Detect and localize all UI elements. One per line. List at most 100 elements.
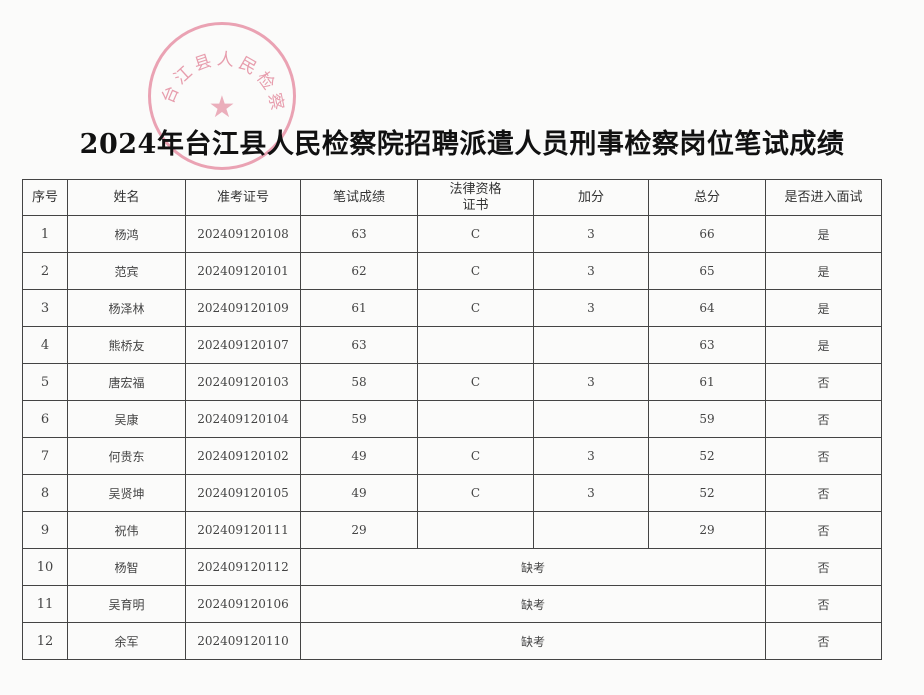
cell-no: 11 <box>22 585 68 623</box>
cell-id: 202409120103 <box>185 363 301 401</box>
svg-text:★: ★ <box>209 90 236 125</box>
cell-score: 29 <box>300 511 418 549</box>
table-row: 5 唐宏福 202409120103 58 C 3 61 否 <box>22 363 882 401</box>
cell-status: 缺考 <box>300 548 766 586</box>
cell-total: 52 <box>648 474 766 512</box>
cell-status: 缺考 <box>300 622 766 660</box>
cell-id: 202409120107 <box>185 326 301 364</box>
table-row: 1 杨鸿 202409120108 63 C 3 66 是 <box>22 215 882 253</box>
cell-name: 何贵东 <box>67 437 186 475</box>
cell-id: 202409120109 <box>185 289 301 327</box>
cell-score: 62 <box>300 252 418 290</box>
cell-id: 202409120102 <box>185 437 301 475</box>
cell-cert <box>417 400 534 438</box>
table-row-absent: 12 余军 202409120110 缺考否 <box>22 622 882 660</box>
cell-name: 范宾 <box>67 252 186 290</box>
cell-no: 6 <box>22 400 68 438</box>
cell-interview: 是 <box>765 289 882 327</box>
cell-score: 49 <box>300 474 418 512</box>
cell-name: 熊桥友 <box>67 326 186 364</box>
cell-id: 202409120108 <box>185 215 301 253</box>
cell-total: 61 <box>648 363 766 401</box>
cell-no: 1 <box>22 215 68 253</box>
cell-interview: 是 <box>765 252 882 290</box>
cell-no: 2 <box>22 252 68 290</box>
cell-id: 202409120110 <box>185 622 301 660</box>
cell-no: 4 <box>22 326 68 364</box>
cell-id: 202409120105 <box>185 474 301 512</box>
cell-score: 59 <box>300 400 418 438</box>
cell-total: 66 <box>648 215 766 253</box>
cell-cert <box>417 511 534 549</box>
column-header-interview: 是否进入面试 <box>765 179 882 216</box>
cell-total: 59 <box>648 400 766 438</box>
cell-total: 64 <box>648 289 766 327</box>
cell-interview: 否 <box>765 437 882 475</box>
cell-id: 202409120101 <box>185 252 301 290</box>
cell-cert: C <box>417 437 534 475</box>
cell-no: 8 <box>22 474 68 512</box>
cell-bonus: 3 <box>533 289 649 327</box>
page-title: 2024年台江县人民检察院招聘派遣人员刑事检察岗位笔试成绩 <box>79 129 845 160</box>
cell-name: 吴育明 <box>67 585 186 623</box>
cell-interview: 否 <box>765 400 882 438</box>
column-header-bonus: 加分 <box>533 179 649 216</box>
cell-no: 3 <box>22 289 68 327</box>
cell-cert: C <box>417 289 534 327</box>
cell-id: 202409120112 <box>185 548 301 586</box>
cell-bonus: 3 <box>533 252 649 290</box>
cell-cert <box>417 326 534 364</box>
table-row: 8 吴贤坤 202409120105 49 C 3 52 否 <box>22 474 882 512</box>
cell-bonus: 3 <box>533 474 649 512</box>
cell-name: 祝伟 <box>67 511 186 549</box>
table-row: 9 祝伟 202409120111 29 29 否 <box>22 511 882 549</box>
cell-id: 202409120106 <box>185 585 301 623</box>
cell-bonus <box>533 511 649 549</box>
header-row: 序号 姓名 准考证号 笔试成绩 法律资格证书 加分 总分 是否进入面试 <box>22 179 882 216</box>
cell-name: 吴贤坤 <box>67 474 186 512</box>
cell-interview: 是 <box>765 215 882 253</box>
column-header-no: 序号 <box>22 179 68 216</box>
cell-no: 12 <box>22 622 68 660</box>
cell-name: 杨泽林 <box>67 289 186 327</box>
table-row-absent: 11 吴育明 202409120106 缺考否 <box>22 585 882 623</box>
score-table: 序号 姓名 准考证号 笔试成绩 法律资格证书 加分 总分 是否进入面试 1 杨鸿 20240912… <box>22 179 882 660</box>
column-header-cert: 法律资格证书 <box>417 179 534 216</box>
cell-score: 49 <box>300 437 418 475</box>
cell-interview: 是 <box>765 326 882 364</box>
table-row: 3 杨泽林 202409120109 61 C 3 64 是 <box>22 289 882 327</box>
cell-bonus: 3 <box>533 215 649 253</box>
cell-name: 余军 <box>67 622 186 660</box>
cell-no: 5 <box>22 363 68 401</box>
cell-id: 202409120111 <box>185 511 301 549</box>
cell-no: 7 <box>22 437 68 475</box>
cell-interview: 否 <box>765 622 882 660</box>
cell-score: 63 <box>300 326 418 364</box>
cell-score: 58 <box>300 363 418 401</box>
cell-name: 杨鸿 <box>67 215 186 253</box>
official-seal: 台江县人民检察院 ★ <box>148 22 296 170</box>
cell-cert: C <box>417 215 534 253</box>
cell-total: 65 <box>648 252 766 290</box>
cell-interview: 否 <box>765 585 882 623</box>
column-header-score: 笔试成绩 <box>300 179 418 216</box>
cell-cert: C <box>417 363 534 401</box>
cell-name: 杨智 <box>67 548 186 586</box>
cell-interview: 否 <box>765 363 882 401</box>
cell-bonus <box>533 400 649 438</box>
table-row: 6 吴康 202409120104 59 59 否 <box>22 400 882 438</box>
column-header-total: 总分 <box>648 179 766 216</box>
cell-score: 63 <box>300 215 418 253</box>
cell-name: 吴康 <box>67 400 186 438</box>
cell-bonus <box>533 326 649 364</box>
cell-total: 63 <box>648 326 766 364</box>
cell-interview: 否 <box>765 474 882 512</box>
cell-bonus: 3 <box>533 363 649 401</box>
cell-interview: 否 <box>765 511 882 549</box>
cell-score: 61 <box>300 289 418 327</box>
cell-name: 唐宏福 <box>67 363 186 401</box>
table-row: 2 范宾 202409120101 62 C 3 65 是 <box>22 252 882 290</box>
cell-no: 10 <box>22 548 68 586</box>
cell-total: 52 <box>648 437 766 475</box>
cell-total: 29 <box>648 511 766 549</box>
